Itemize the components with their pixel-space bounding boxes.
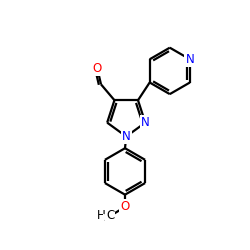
Text: C: C: [106, 209, 114, 222]
Text: O: O: [120, 200, 130, 213]
Text: O: O: [93, 62, 102, 75]
Text: N: N: [186, 53, 194, 66]
Text: N: N: [122, 130, 130, 143]
Text: 3: 3: [103, 214, 108, 223]
Text: N: N: [141, 116, 150, 129]
Text: H: H: [97, 209, 106, 222]
